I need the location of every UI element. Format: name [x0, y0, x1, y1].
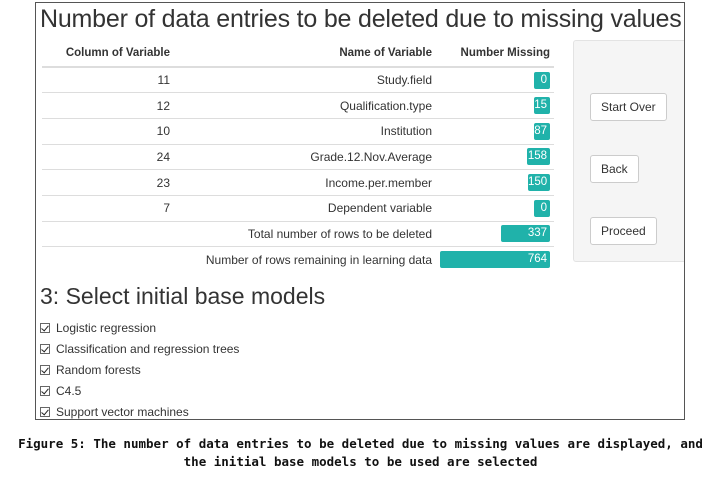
- column-header-missing: Number Missing: [436, 40, 554, 68]
- table-row: 10 Institution 87: [42, 117, 554, 145]
- table-row: 23 Income.per.member 150: [42, 169, 554, 196]
- checkbox-checked-icon[interactable]: [40, 323, 50, 334]
- model-option-label: Support vector machines: [56, 404, 189, 419]
- column-header-name: Name of Variable: [174, 40, 436, 68]
- table-row: 11 Study.field 0: [42, 67, 554, 93]
- row-missing-cell: 0: [436, 67, 554, 93]
- row-column-number: 10: [42, 117, 174, 145]
- model-option-svm[interactable]: Support vector machines: [40, 401, 239, 419]
- missing-count-bar: 0: [534, 199, 550, 217]
- navigation-panel: Start Over Back Proceed: [573, 40, 684, 262]
- row-column-number: 24: [42, 143, 174, 170]
- row-missing-cell: 158: [436, 143, 554, 170]
- missing-count-bar: 15: [534, 97, 550, 115]
- model-option-label: C4.5: [56, 383, 82, 398]
- row-variable-name: Dependent variable: [174, 194, 436, 222]
- model-option-c45[interactable]: C4.5: [40, 380, 239, 401]
- figure-caption-line-1: Figure 5: The number of data entries to …: [18, 436, 703, 451]
- row-variable-name: Grade.12.Nov.Average: [174, 143, 436, 170]
- table-header-row: Column of Variable Name of Variable Numb…: [42, 40, 554, 68]
- missing-values-table: Column of Variable Name of Variable Numb…: [42, 40, 554, 273]
- back-button[interactable]: Back: [590, 155, 639, 183]
- table-row: 24 Grade.12.Nov.Average 158: [42, 143, 554, 170]
- app-frame: Number of data entries to be deleted due…: [35, 2, 685, 420]
- model-option-random-forests[interactable]: Random forests: [40, 360, 239, 381]
- row-missing-cell: 0: [436, 194, 554, 222]
- row-column-number: 7: [42, 194, 174, 222]
- checkbox-checked-icon[interactable]: [40, 406, 50, 417]
- figure-caption-line-2: the initial base models to be used are s…: [183, 454, 538, 469]
- base-models-title: 3: Select initial base models: [40, 283, 326, 309]
- missing-count-bar: 158: [527, 148, 550, 166]
- total-empty-cell: [42, 220, 174, 247]
- checkbox-checked-icon[interactable]: [40, 364, 50, 375]
- checkbox-checked-icon[interactable]: [40, 385, 50, 396]
- row-column-number: 12: [42, 92, 174, 119]
- table-row: 7 Dependent variable 0: [42, 194, 554, 222]
- missing-count-bar: 87: [534, 122, 550, 140]
- row-column-number: 23: [42, 169, 174, 196]
- base-models-checkbox-group: Logistic regression Classification and r…: [40, 318, 239, 419]
- row-missing-cell: 150: [436, 169, 554, 196]
- remaining-label: Number of rows remaining in learning dat…: [42, 246, 436, 273]
- missing-count-bar: 150: [528, 174, 550, 192]
- column-header-column: Column of Variable: [42, 40, 174, 68]
- row-missing-cell: 15: [436, 92, 554, 119]
- row-column-number: 11: [157, 73, 170, 88]
- row-variable-name: Income.per.member: [174, 169, 436, 196]
- row-missing-cell: 87: [436, 117, 554, 145]
- total-row: Total number of rows to be deleted 337: [42, 220, 554, 247]
- missing-values-title: Number of data entries to be deleted due…: [40, 5, 682, 33]
- model-option-label: Random forests: [56, 362, 141, 377]
- figure-caption: Figure 5: The number of data entries to …: [0, 435, 721, 471]
- start-over-button[interactable]: Start Over: [590, 93, 667, 121]
- table-row: 12 Qualification.type 15: [42, 92, 554, 119]
- total-cell: 337: [436, 220, 554, 247]
- remaining-cell: 764: [436, 246, 554, 273]
- row-variable-name: Study.field: [376, 73, 432, 88]
- model-option-cart[interactable]: Classification and regression trees: [40, 339, 239, 360]
- row-variable-name: Qualification.type: [174, 92, 436, 119]
- total-label: Total number of rows to be deleted: [174, 220, 436, 247]
- total-count-bar: 337: [501, 225, 550, 243]
- missing-count-bar: 0: [534, 71, 550, 89]
- model-option-label: Classification and regression trees: [56, 342, 240, 357]
- checkbox-checked-icon[interactable]: [40, 344, 50, 355]
- row-variable-name: Institution: [174, 117, 436, 145]
- model-option-logistic-regression[interactable]: Logistic regression: [40, 318, 239, 339]
- proceed-button[interactable]: Proceed: [590, 217, 657, 245]
- remaining-row: Number of rows remaining in learning dat…: [42, 246, 554, 273]
- model-option-label: Logistic regression: [56, 321, 157, 336]
- remaining-count-bar: 764: [440, 251, 550, 269]
